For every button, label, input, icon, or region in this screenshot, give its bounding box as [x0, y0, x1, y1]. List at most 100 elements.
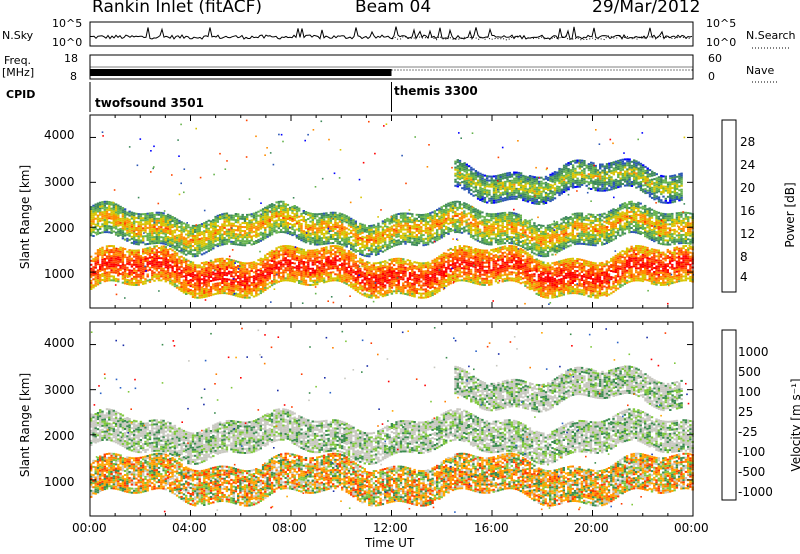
power-cell: [117, 206, 120, 209]
power-cell: [347, 262, 351, 265]
power-cell: [114, 209, 118, 212]
power-cell: [169, 272, 172, 275]
power-cell: [492, 272, 495, 275]
power-cell: [203, 277, 206, 280]
power-cell: [187, 259, 190, 262]
power-cell: [214, 274, 217, 277]
power-cell: [185, 237, 188, 240]
power-cell: [218, 228, 222, 231]
power-cell: [384, 274, 387, 277]
power-cell: [381, 293, 385, 296]
power-cell: [436, 273, 439, 276]
power-cell: [436, 271, 439, 274]
power-cell: [223, 239, 226, 241]
power-cell: [637, 247, 640, 250]
power-cell: [578, 282, 581, 285]
power-cell: [119, 232, 122, 234]
power-cell: [621, 276, 624, 279]
power-cell: [657, 277, 660, 280]
power-cell: [650, 268, 654, 271]
power-cell: [112, 202, 115, 205]
power-cell: [128, 271, 131, 274]
power-cell: [205, 275, 208, 278]
power-cell: [225, 212, 229, 215]
power-cell: [246, 284, 249, 287]
power-cell: [327, 259, 330, 262]
power-cell: [214, 278, 217, 281]
power-cell: [501, 266, 504, 269]
power-cell: [596, 280, 599, 283]
power-cell: [162, 269, 165, 272]
power-cell: [386, 269, 389, 272]
power-cell: [110, 271, 113, 274]
power-ytick-2000: 2000: [44, 221, 75, 235]
power-cell: [119, 269, 122, 271]
power-cell: [234, 274, 238, 277]
power-cell: [205, 279, 208, 282]
power-cell: [510, 249, 513, 252]
power-cell: [241, 290, 244, 293]
power-cell: [227, 292, 231, 295]
power-cell: [395, 267, 398, 270]
power-cell: [171, 216, 174, 218]
power-cell: [320, 257, 323, 260]
power-cell: [198, 276, 201, 279]
power-cell: [596, 296, 599, 299]
power-cell: [133, 269, 136, 272]
power-cell: [282, 271, 285, 274]
power-cell: [598, 280, 602, 283]
power-cell: [336, 255, 339, 258]
power-cell: [587, 289, 590, 292]
power-cell: [677, 262, 681, 264]
power-cell: [592, 282, 595, 285]
power-cell: [594, 266, 597, 269]
power-cell: [218, 278, 222, 281]
power-cell: [157, 236, 161, 238]
power-cell: [641, 276, 645, 278]
power-cell: [583, 267, 586, 270]
power-cell: [426, 283, 430, 286]
power-cell: [223, 259, 226, 262]
power-cell: [99, 270, 102, 272]
power-cell: [205, 293, 208, 296]
power-cell: [503, 247, 507, 250]
power-cell: [221, 257, 224, 260]
power-cell: [182, 283, 186, 286]
power-cell: [178, 244, 181, 247]
power-cell: [438, 281, 441, 284]
power-cell: [227, 230, 231, 233]
power-cell: [108, 207, 111, 210]
power-cell: [169, 218, 172, 221]
power-cell: [230, 236, 233, 239]
power-cell: [130, 241, 134, 244]
power-cell: [241, 268, 244, 270]
power-cell: [476, 282, 480, 285]
power-cell: [499, 277, 502, 279]
power-cell: [259, 284, 262, 286]
power-cell: [216, 276, 219, 279]
power-cell: [92, 272, 95, 275]
power-cell: [214, 266, 217, 269]
power-cell: [255, 242, 258, 244]
power-cell: [151, 236, 154, 239]
power-cell: [370, 272, 373, 275]
power-cell: [216, 274, 219, 277]
xtick-4: 16:00: [474, 521, 509, 535]
power-cell: [542, 273, 545, 276]
power-cell: [114, 267, 118, 270]
power-cell: [492, 270, 495, 273]
power-cell: [684, 257, 688, 260]
power-cell: [356, 288, 360, 291]
power-cell: [295, 265, 299, 268]
power-cell: [377, 286, 380, 289]
power-cell: [662, 283, 665, 286]
power-cell: [596, 274, 599, 277]
power-cell: [481, 265, 484, 268]
power-cell: [293, 276, 296, 279]
power-cell: [499, 258, 502, 261]
power-cell: [338, 247, 342, 250]
power-cell: [155, 251, 158, 254]
power-cell: [316, 267, 319, 269]
power-cell: [105, 261, 109, 264]
power-cell: [454, 264, 457, 267]
